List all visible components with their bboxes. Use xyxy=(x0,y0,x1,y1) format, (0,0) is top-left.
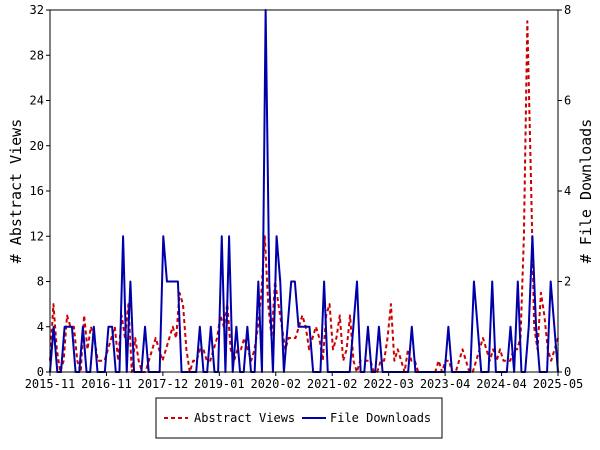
legend-label-abstract-views: Abstract Views xyxy=(194,411,295,425)
series-line-abstract-views xyxy=(49,20,559,373)
x-tick-label: 2017-12 xyxy=(138,377,189,391)
plot-frame xyxy=(49,9,559,373)
x-tick-label: 2024-04 xyxy=(476,377,527,391)
y-left-tick-label: 20 xyxy=(30,139,44,153)
y-left-tick-label: 0 xyxy=(37,365,44,379)
x-tick-label: 2020-02 xyxy=(250,377,301,391)
x-tick-label: 2016-11 xyxy=(81,377,132,391)
y-left-tick-label: 24 xyxy=(30,94,44,108)
x-tick-label: 2021-02 xyxy=(307,377,358,391)
legend: Abstract Views File Downloads xyxy=(155,397,443,439)
x-tick-label: 2019-01 xyxy=(194,377,245,391)
y-left-tick-label: 32 xyxy=(30,3,44,17)
x-tick-label: 2022-03 xyxy=(363,377,414,391)
y-right-tick-label: 8 xyxy=(564,3,571,17)
x-tick-label: 2015-11 xyxy=(25,377,76,391)
y-right-tick-label: 6 xyxy=(564,94,571,108)
series-group xyxy=(49,9,559,373)
legend-frame xyxy=(155,397,443,439)
y-left-tick-label: 12 xyxy=(30,229,44,243)
legend-label-file-downloads: File Downloads xyxy=(330,411,431,425)
y-left-tick-label: 4 xyxy=(37,320,44,334)
y-right-tick-label: 0 xyxy=(564,365,571,379)
series-line-file-downloads xyxy=(49,9,559,373)
y-right-tick-label: 2 xyxy=(564,275,571,289)
y-axis-left-title: # Abstract Views xyxy=(7,119,25,264)
y-left-tick-label: 16 xyxy=(30,184,44,198)
x-tick-label: 2023-04 xyxy=(420,377,471,391)
y-axis-right-title: # File Downloads xyxy=(577,119,595,264)
y-right-tick-label: 4 xyxy=(564,184,571,198)
y-left-tick-label: 28 xyxy=(30,48,44,62)
tick-marks xyxy=(46,9,562,376)
x-tick-label: 2025-05 xyxy=(533,377,584,391)
y-left-tick-label: 8 xyxy=(37,275,44,289)
